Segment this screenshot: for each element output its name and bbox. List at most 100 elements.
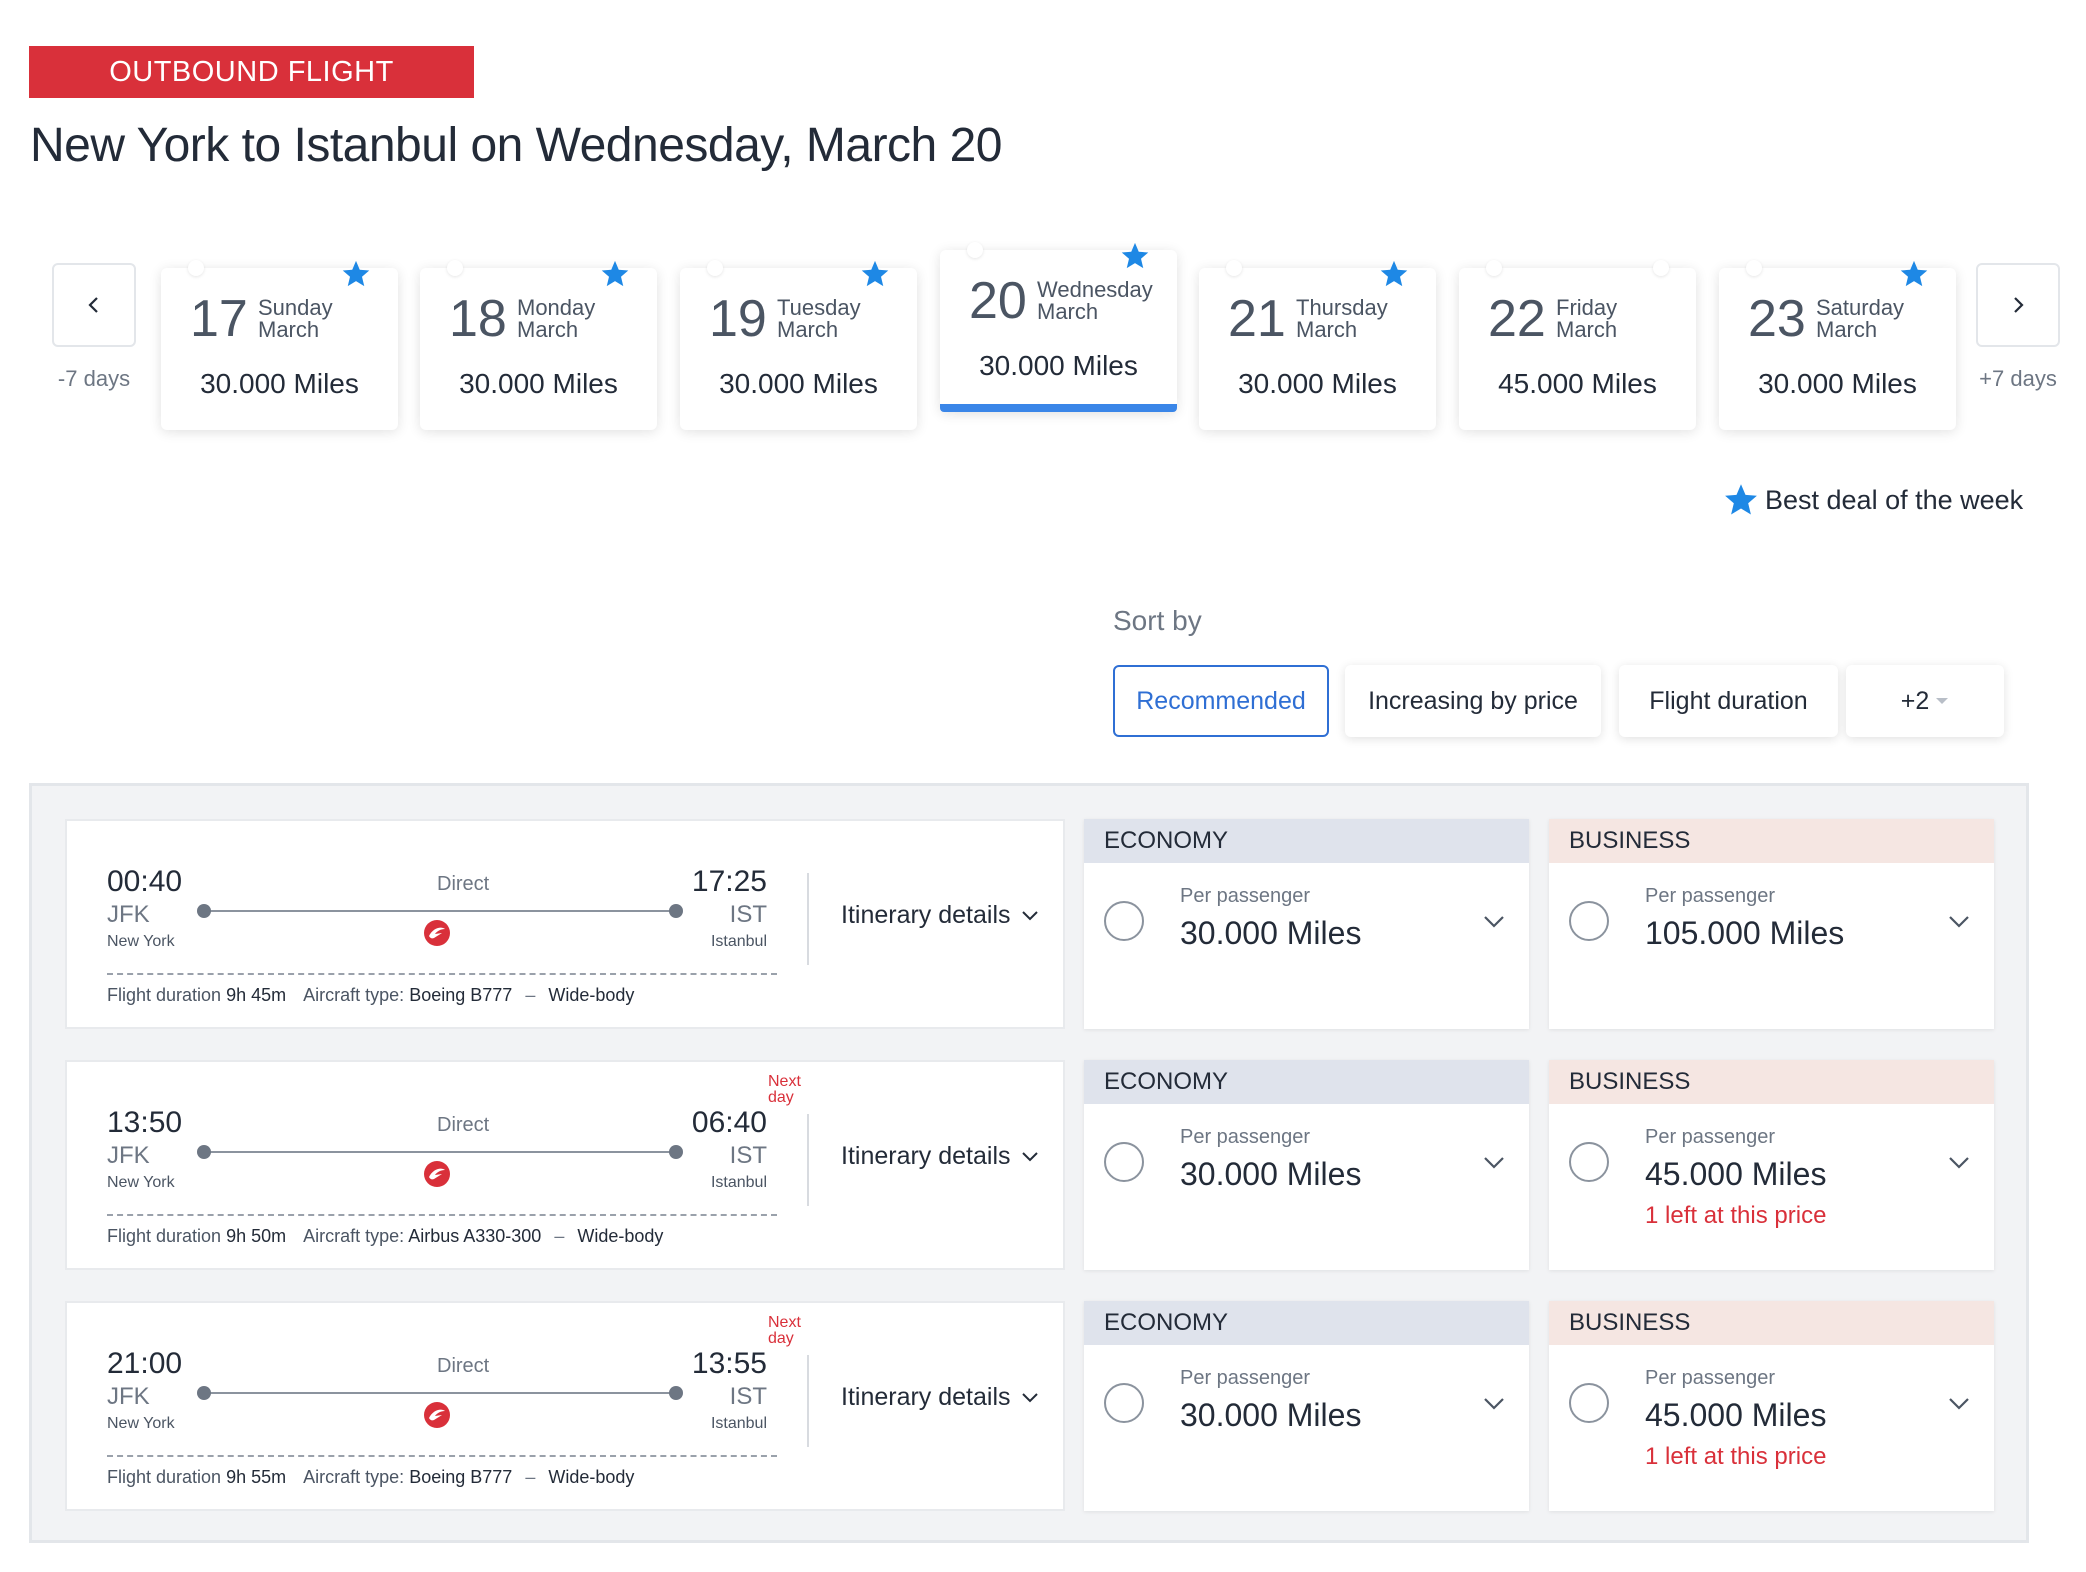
chevron-down-icon[interactable]: [1948, 1397, 1970, 1411]
day-card-18[interactable]: 18 Monday March 30.000 Miles: [420, 260, 657, 430]
route-end-dot: [669, 1145, 683, 1159]
day-card-17[interactable]: 17 Sunday March 30.000 Miles: [161, 260, 398, 430]
route-end-dot: [669, 1386, 683, 1400]
sort-label: Sort by: [1113, 605, 1202, 636]
next-day-label: Next day: [768, 1315, 801, 1347]
duration-label: Flight duration: [107, 985, 222, 1005]
day-card-23[interactable]: 23 Saturday March 30.000 Miles: [1719, 260, 1956, 430]
itinerary-details-toggle[interactable]: Itinerary details: [841, 901, 1039, 930]
caret-down-icon: [1936, 698, 1949, 704]
fare-radio[interactable]: [1104, 901, 1144, 941]
per-passenger-label: Per passenger: [1180, 1126, 1311, 1148]
month: March: [258, 317, 320, 342]
departure-time: 13:50: [107, 1106, 183, 1139]
sort-more-button[interactable]: +2: [1846, 665, 2004, 737]
day-card-22[interactable]: 22 Friday March 45.000 Miles: [1459, 260, 1696, 430]
fare-class-header: ECONOMY: [1084, 1060, 1529, 1104]
flight-card: 00:40 JFK New York Direct 17:25 IST Ista…: [65, 819, 1065, 1029]
aircraft-label: Aircraft type:: [303, 985, 405, 1005]
economy-fare-option[interactable]: ECONOMY Per passenger 30.000 Miles: [1084, 819, 1529, 1029]
divider: [807, 1355, 809, 1447]
best-deal-star-icon: [1380, 260, 1408, 287]
per-passenger-label: Per passenger: [1180, 885, 1311, 907]
body-type: Wide-body: [548, 1467, 635, 1487]
outbound-flight-badge: OUTBOUND FLIGHT: [29, 46, 474, 98]
departure-time: 21:00: [107, 1347, 183, 1380]
departure-code: JFK: [107, 901, 150, 928]
sort-price-button[interactable]: Increasing by price: [1345, 665, 1601, 737]
day-card-20[interactable]: 20 Wednesday March 30.000 Miles: [940, 242, 1177, 412]
itinerary-details-label: Itinerary details: [841, 1383, 1011, 1411]
chevron-down-icon: [1021, 910, 1038, 920]
fare-price: 105.000 Miles: [1645, 915, 1845, 951]
business-fare-option[interactable]: BUSINESS Per passenger 45.000 Miles 1 le…: [1549, 1301, 1994, 1511]
aircraft-label: Aircraft type:: [303, 1467, 405, 1487]
economy-fare-option[interactable]: ECONOMY Per passenger 30.000 Miles: [1084, 1060, 1529, 1270]
day-price: 30.000 Miles: [200, 368, 359, 399]
chevron-down-icon[interactable]: [1948, 915, 1970, 929]
card-notch: [1226, 260, 1242, 276]
day-card-19[interactable]: 19 Tuesday March 30.000 Miles: [680, 260, 917, 430]
best-deal-legend: Best deal of the week: [1723, 482, 2023, 518]
fare-radio[interactable]: [1104, 1142, 1144, 1182]
chevron-left-icon: [88, 297, 98, 313]
chevron-down-icon[interactable]: [1483, 1397, 1505, 1411]
stops-label: Direct: [437, 1355, 490, 1377]
sort-duration-button[interactable]: Flight duration: [1619, 665, 1838, 737]
duration-label: Flight duration: [107, 1467, 222, 1487]
weekday: Sunday: [258, 295, 333, 320]
page-title: New York to Istanbul on Wednesday, March…: [30, 119, 1002, 172]
departure-time: 00:40: [107, 865, 183, 898]
sort-more-label: +2: [1900, 686, 1930, 715]
chevron-down-icon[interactable]: [1483, 1156, 1505, 1170]
business-fare-option[interactable]: BUSINESS Per passenger 105.000 Miles: [1549, 819, 1994, 1029]
per-passenger-label: Per passenger: [1180, 1367, 1311, 1389]
next-week-button[interactable]: [1976, 263, 2060, 347]
fare-radio[interactable]: [1569, 1142, 1609, 1182]
weekday: Wednesday: [1037, 277, 1153, 302]
fare-radio[interactable]: [1569, 1383, 1609, 1423]
fare-price: 30.000 Miles: [1180, 915, 1362, 951]
month: March: [1816, 317, 1878, 342]
arrival-time: 13:55: [691, 1347, 767, 1380]
fare-radio[interactable]: [1104, 1383, 1144, 1423]
month: March: [1556, 317, 1618, 342]
previous-week-label: -7 days: [57, 366, 131, 391]
weekday: Friday: [1556, 295, 1618, 320]
arrival-time: 06:40: [691, 1106, 767, 1139]
route-end-dot: [669, 904, 683, 918]
day-price: 45.000 Miles: [1498, 368, 1657, 399]
aircraft-label: Aircraft type:: [303, 1226, 405, 1246]
itinerary-details-toggle[interactable]: Itinerary details: [841, 1383, 1039, 1412]
route-line: [203, 1392, 675, 1394]
day-number: 21: [1228, 290, 1286, 348]
aircraft-value: Boeing B777: [409, 985, 513, 1005]
month: March: [1037, 299, 1099, 324]
business-fare-option[interactable]: BUSINESS Per passenger 45.000 Miles 1 le…: [1549, 1060, 1994, 1270]
flight-results: 00:40 JFK New York Direct 17:25 IST Ista…: [29, 783, 2029, 1543]
arrival-code: IST: [729, 1383, 767, 1410]
sort-recommended-button[interactable]: Recommended: [1113, 665, 1329, 737]
next-day-label: Next day: [768, 1074, 801, 1106]
flight-info: Flight duration 9h 45m Aircraft type: Bo…: [107, 985, 634, 1006]
per-passenger-label: Per passenger: [1645, 1126, 1776, 1148]
route-start-dot: [197, 904, 211, 918]
card-notch: [188, 260, 204, 276]
next-day-line-1: Next: [768, 1314, 801, 1331]
arrival-time: 17:25: [691, 865, 767, 898]
chevron-down-icon[interactable]: [1948, 1156, 1970, 1170]
day-card-21[interactable]: 21 Thursday March 30.000 Miles: [1199, 260, 1436, 430]
separator: –: [554, 1226, 565, 1246]
best-deal-star-icon: [601, 260, 629, 287]
day-price: 30.000 Miles: [719, 368, 878, 399]
dashed-separator: [107, 1214, 777, 1216]
fare-radio[interactable]: [1569, 901, 1609, 941]
itinerary-details-label: Itinerary details: [841, 901, 1011, 929]
itinerary-details-toggle[interactable]: Itinerary details: [841, 1142, 1039, 1171]
fare-price: 45.000 Miles: [1645, 1156, 1827, 1192]
economy-fare-option[interactable]: ECONOMY Per passenger 30.000 Miles: [1084, 1301, 1529, 1511]
chevron-down-icon[interactable]: [1483, 915, 1505, 929]
arrival-city: Istanbul: [710, 1415, 767, 1432]
previous-week-button[interactable]: [52, 263, 136, 347]
flight-card: 21:00 JFK New York Direct 13:55 Next day…: [65, 1301, 1065, 1511]
